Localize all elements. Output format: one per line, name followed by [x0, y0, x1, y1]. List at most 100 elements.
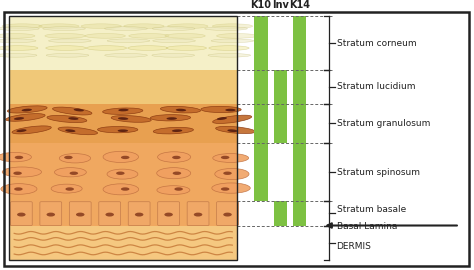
- Ellipse shape: [221, 156, 229, 159]
- Ellipse shape: [215, 168, 249, 180]
- Ellipse shape: [103, 151, 138, 163]
- Ellipse shape: [150, 114, 191, 121]
- Text: Stratum corneum: Stratum corneum: [337, 39, 416, 48]
- Ellipse shape: [157, 152, 191, 162]
- Bar: [9, 16, 237, 259]
- Ellipse shape: [166, 117, 177, 120]
- Ellipse shape: [165, 33, 205, 38]
- Ellipse shape: [164, 212, 173, 217]
- Ellipse shape: [157, 186, 190, 194]
- Ellipse shape: [0, 39, 36, 43]
- Ellipse shape: [39, 24, 79, 29]
- Ellipse shape: [166, 46, 207, 50]
- Ellipse shape: [121, 156, 129, 159]
- Ellipse shape: [53, 107, 92, 115]
- Ellipse shape: [59, 154, 91, 163]
- Ellipse shape: [116, 171, 125, 175]
- Ellipse shape: [213, 154, 249, 163]
- Ellipse shape: [47, 116, 87, 123]
- Ellipse shape: [208, 53, 251, 57]
- Text: Stratum spinosum: Stratum spinosum: [337, 167, 419, 177]
- Text: Stratum lucidium: Stratum lucidium: [337, 82, 415, 92]
- Ellipse shape: [0, 152, 31, 162]
- Ellipse shape: [216, 126, 255, 134]
- Ellipse shape: [173, 171, 181, 175]
- Ellipse shape: [153, 127, 193, 134]
- Ellipse shape: [105, 27, 147, 31]
- Ellipse shape: [176, 109, 186, 111]
- Ellipse shape: [22, 109, 32, 112]
- Ellipse shape: [172, 156, 181, 159]
- Ellipse shape: [135, 212, 144, 217]
- Ellipse shape: [14, 117, 24, 120]
- FancyBboxPatch shape: [40, 202, 62, 225]
- Text: Basal Lamina: Basal Lamina: [337, 222, 397, 231]
- Ellipse shape: [14, 187, 23, 191]
- Ellipse shape: [212, 24, 253, 29]
- Text: K10: K10: [250, 0, 271, 10]
- Ellipse shape: [217, 33, 257, 38]
- Text: Stratum basale: Stratum basale: [337, 205, 406, 214]
- Ellipse shape: [211, 39, 254, 43]
- Ellipse shape: [111, 116, 151, 122]
- Bar: [9, 104, 237, 143]
- Ellipse shape: [217, 117, 227, 120]
- Ellipse shape: [43, 27, 85, 31]
- Ellipse shape: [2, 167, 42, 177]
- Ellipse shape: [174, 187, 183, 191]
- Bar: [9, 70, 237, 104]
- Ellipse shape: [65, 129, 75, 132]
- Ellipse shape: [118, 117, 128, 120]
- Bar: [9, 225, 237, 259]
- Ellipse shape: [46, 46, 86, 50]
- Ellipse shape: [157, 168, 191, 179]
- Ellipse shape: [228, 129, 237, 132]
- Ellipse shape: [0, 27, 39, 31]
- Ellipse shape: [73, 109, 84, 112]
- Ellipse shape: [13, 171, 22, 175]
- Ellipse shape: [2, 24, 42, 29]
- FancyBboxPatch shape: [99, 202, 120, 225]
- Ellipse shape: [168, 24, 208, 29]
- Ellipse shape: [160, 106, 201, 113]
- Ellipse shape: [81, 24, 121, 29]
- Text: K14: K14: [289, 0, 310, 10]
- Ellipse shape: [118, 129, 128, 132]
- Ellipse shape: [0, 46, 38, 50]
- Bar: [9, 201, 237, 225]
- Ellipse shape: [128, 46, 168, 50]
- Bar: [254, 16, 268, 201]
- Ellipse shape: [209, 46, 249, 50]
- Bar: [293, 16, 306, 225]
- Bar: [274, 201, 287, 225]
- Bar: [9, 16, 237, 70]
- Ellipse shape: [17, 212, 26, 217]
- Ellipse shape: [225, 109, 236, 111]
- Ellipse shape: [124, 24, 164, 29]
- Ellipse shape: [194, 212, 202, 217]
- Ellipse shape: [86, 46, 127, 50]
- Ellipse shape: [102, 108, 143, 114]
- Ellipse shape: [6, 114, 45, 121]
- Ellipse shape: [105, 212, 114, 217]
- Ellipse shape: [213, 115, 252, 123]
- Bar: [9, 143, 237, 201]
- Ellipse shape: [118, 109, 128, 111]
- Ellipse shape: [70, 171, 78, 175]
- Ellipse shape: [1, 184, 37, 194]
- Text: DERMIS: DERMIS: [337, 242, 372, 251]
- Bar: [274, 70, 287, 143]
- Ellipse shape: [76, 212, 84, 217]
- Text: Stratum granulosum: Stratum granulosum: [337, 119, 430, 128]
- Text: Inv: Inv: [272, 0, 289, 10]
- FancyBboxPatch shape: [69, 202, 91, 225]
- Ellipse shape: [212, 183, 250, 193]
- Ellipse shape: [103, 184, 139, 195]
- Ellipse shape: [107, 169, 138, 179]
- Ellipse shape: [45, 33, 85, 38]
- Ellipse shape: [98, 126, 138, 133]
- Ellipse shape: [17, 129, 27, 132]
- Ellipse shape: [48, 39, 91, 43]
- Ellipse shape: [64, 156, 73, 159]
- FancyBboxPatch shape: [128, 202, 150, 225]
